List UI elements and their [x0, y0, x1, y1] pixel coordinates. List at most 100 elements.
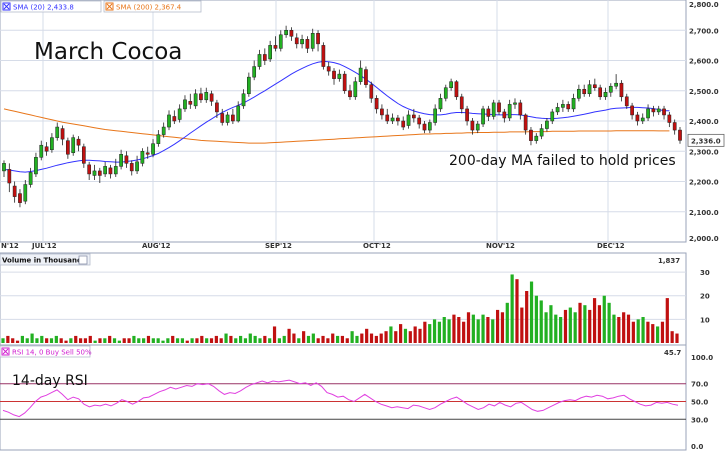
- candle: [97, 167, 102, 184]
- candle-down: [465, 108, 469, 122]
- legend-box: [0, 0, 102, 13]
- volume-bar: [612, 314, 616, 343]
- volume-bar: [394, 331, 398, 343]
- volume-bar: [345, 338, 349, 343]
- candle: [332, 68, 336, 85]
- volume-bar: [25, 338, 29, 343]
- candle: [651, 105, 656, 117]
- volume-bar: [98, 338, 102, 343]
- rsi-y-tick: 50.0: [691, 399, 708, 407]
- candle: [151, 139, 155, 158]
- candle-up: [571, 98, 576, 110]
- volume-bar: [64, 340, 68, 343]
- candle: [470, 117, 475, 135]
- candle-down: [518, 102, 523, 116]
- candle: [646, 104, 650, 121]
- candle-down: [470, 120, 475, 131]
- candle: [518, 99, 523, 120]
- candle: [135, 155, 139, 174]
- candle: [481, 105, 485, 128]
- volume-bars: [1, 274, 679, 343]
- rsi-series-label: 14-day RSI: [12, 373, 88, 389]
- volume-bar: [316, 338, 320, 343]
- volume-bar: [59, 338, 63, 343]
- candle: [236, 101, 241, 123]
- volume-panel-frame: [0, 252, 687, 346]
- candle: [161, 122, 166, 138]
- candle: [486, 105, 491, 121]
- candle-down: [635, 114, 640, 122]
- candle-down: [422, 123, 427, 131]
- candle-down: [199, 93, 203, 101]
- volume-bar: [277, 338, 281, 343]
- volume-bar: [93, 340, 97, 343]
- sma200-polyline: [3, 108, 670, 144]
- volume-bar: [423, 321, 427, 343]
- candle-up: [278, 34, 283, 49]
- volume-title: Volume in Thousands: [2, 257, 86, 265]
- candle: [364, 66, 368, 88]
- volume-bar: [510, 274, 514, 343]
- volume-bar: [258, 338, 262, 343]
- volume-bar: [238, 335, 243, 343]
- candle-down: [624, 96, 629, 107]
- candle: [294, 33, 299, 49]
- volume-bar: [306, 335, 311, 343]
- rsi-y-axis: 100.0 70.0 50.0 30.0 0.0: [691, 354, 713, 451]
- candle: [672, 119, 677, 135]
- candle-down: [619, 82, 624, 98]
- volume-bar: [588, 309, 592, 343]
- candle: [385, 108, 390, 125]
- candle-down: [592, 84, 597, 88]
- rsi-title-box: [0, 345, 91, 358]
- candle-down: [374, 98, 379, 110]
- volume-bar: [592, 298, 597, 343]
- candle-up: [23, 184, 28, 202]
- volume-bar: [583, 305, 587, 343]
- candle-up: [438, 98, 443, 110]
- candle-down: [12, 185, 17, 197]
- volume-bar: [122, 338, 126, 343]
- candle-up: [225, 114, 230, 123]
- candle-up: [475, 123, 480, 131]
- candle-up: [358, 67, 363, 82]
- candle: [502, 108, 507, 123]
- volume-bar: [112, 338, 117, 343]
- candle-down: [18, 193, 22, 203]
- candle: [443, 84, 448, 102]
- volume-bar: [78, 338, 83, 343]
- candle-up: [555, 107, 560, 113]
- price-x-tick: N'12: [1, 242, 19, 250]
- candle-up: [449, 81, 453, 88]
- volume-bar: [602, 295, 606, 343]
- volume-bar: [641, 317, 645, 343]
- candle-down: [262, 54, 267, 61]
- price-x-tick: NOV'12: [486, 242, 515, 250]
- candle: [231, 108, 235, 125]
- volume-bar: [447, 319, 451, 343]
- candle-up: [2, 163, 6, 172]
- candle-down: [502, 111, 507, 119]
- chart-annotation: 200-day MA failed to hold prices: [449, 153, 676, 169]
- volume-bar: [11, 338, 15, 343]
- candle: [177, 104, 182, 123]
- rsi-title: RSI 14, 0 Buy Sell 50%: [12, 349, 92, 357]
- candle: [417, 114, 422, 129]
- candle-down: [342, 73, 347, 92]
- volume-bar: [534, 295, 538, 343]
- candle: [640, 113, 645, 125]
- candle: [342, 71, 347, 94]
- candle: [497, 99, 501, 115]
- candle-up: [587, 84, 592, 95]
- volume-bar: [365, 328, 369, 343]
- candle-down: [497, 102, 501, 113]
- legend-box: [103, 0, 202, 13]
- candle: [81, 143, 86, 168]
- candle: [577, 84, 581, 102]
- price-x-tick: AUG'12: [142, 242, 171, 250]
- volume-bar: [486, 317, 490, 343]
- candle: [23, 179, 28, 205]
- candle-up: [119, 154, 123, 167]
- volume-bar: [457, 317, 461, 343]
- candle-up: [608, 85, 613, 93]
